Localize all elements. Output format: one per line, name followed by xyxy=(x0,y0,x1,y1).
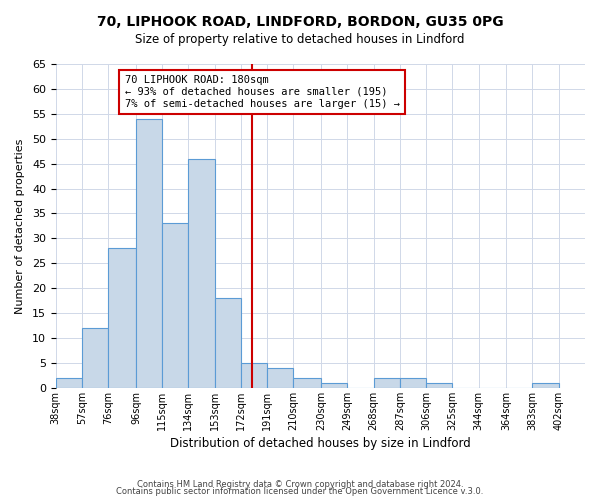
Bar xyxy=(426,383,452,388)
Y-axis label: Number of detached properties: Number of detached properties xyxy=(15,138,25,314)
Bar xyxy=(241,363,267,388)
Bar xyxy=(215,298,241,388)
Bar xyxy=(56,378,82,388)
Bar xyxy=(82,328,108,388)
Bar xyxy=(400,378,426,388)
Bar xyxy=(293,378,321,388)
X-axis label: Distribution of detached houses by size in Lindford: Distribution of detached houses by size … xyxy=(170,437,471,450)
Bar xyxy=(321,383,347,388)
Bar xyxy=(374,378,400,388)
Text: 70, LIPHOOK ROAD, LINDFORD, BORDON, GU35 0PG: 70, LIPHOOK ROAD, LINDFORD, BORDON, GU35… xyxy=(97,15,503,29)
Bar xyxy=(162,224,188,388)
Text: Contains HM Land Registry data © Crown copyright and database right 2024.: Contains HM Land Registry data © Crown c… xyxy=(137,480,463,489)
Bar xyxy=(532,383,559,388)
Text: Size of property relative to detached houses in Lindford: Size of property relative to detached ho… xyxy=(135,32,465,46)
Bar xyxy=(136,119,162,388)
Bar xyxy=(188,158,215,388)
Bar xyxy=(108,248,136,388)
Text: 70 LIPHOOK ROAD: 180sqm
← 93% of detached houses are smaller (195)
7% of semi-de: 70 LIPHOOK ROAD: 180sqm ← 93% of detache… xyxy=(125,76,400,108)
Bar xyxy=(267,368,293,388)
Text: Contains public sector information licensed under the Open Government Licence v.: Contains public sector information licen… xyxy=(116,487,484,496)
